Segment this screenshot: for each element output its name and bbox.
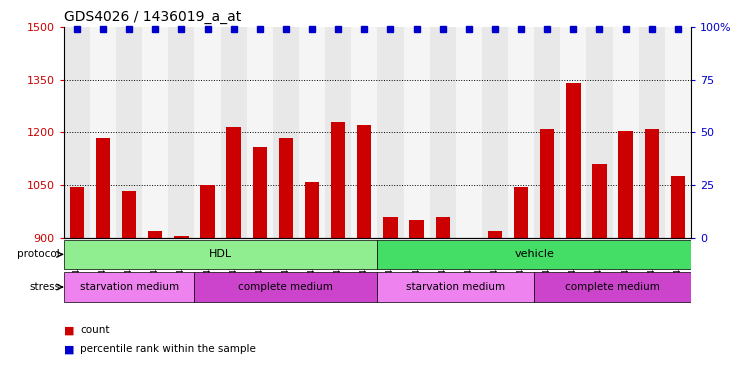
Bar [560, 27, 587, 238]
Text: starvation medium: starvation medium [80, 282, 179, 292]
Bar [540, 129, 554, 384]
Bar [357, 126, 372, 384]
Bar [227, 127, 241, 384]
Text: stress: stress [29, 282, 60, 292]
Bar [378, 27, 403, 238]
Bar [305, 182, 319, 384]
Bar [671, 177, 685, 384]
Bar [593, 164, 607, 384]
Text: starvation medium: starvation medium [406, 282, 505, 292]
Bar [148, 231, 162, 384]
Bar [279, 138, 293, 384]
Text: protocol: protocol [17, 249, 60, 260]
Bar [64, 27, 90, 238]
Text: ■: ■ [64, 325, 74, 335]
Text: complete medium: complete medium [565, 282, 660, 292]
Bar [644, 129, 659, 384]
Text: ■: ■ [64, 344, 74, 354]
Bar [430, 27, 456, 238]
Bar [299, 27, 325, 238]
Bar [122, 190, 137, 384]
Bar [331, 122, 345, 384]
Bar [514, 187, 528, 384]
Bar [618, 131, 633, 384]
Bar [462, 240, 476, 384]
Bar [247, 27, 273, 238]
Bar [409, 220, 424, 384]
Bar [174, 236, 189, 384]
Bar [378, 272, 534, 302]
Bar [142, 27, 168, 238]
Bar [70, 187, 84, 384]
Bar [168, 27, 195, 238]
Bar [96, 138, 110, 384]
Bar [378, 240, 691, 269]
Bar [252, 147, 267, 384]
Bar [195, 272, 378, 302]
Bar [90, 27, 116, 238]
Bar [273, 27, 299, 238]
Bar [351, 27, 378, 238]
Bar [508, 27, 534, 238]
Bar [566, 83, 581, 384]
Text: GDS4026 / 1436019_a_at: GDS4026 / 1436019_a_at [64, 10, 241, 25]
Bar [403, 27, 430, 238]
Bar [64, 272, 195, 302]
Bar [383, 217, 397, 384]
Bar [436, 217, 450, 384]
Bar [613, 27, 638, 238]
Bar [487, 231, 502, 384]
Text: count: count [80, 325, 110, 335]
Bar [325, 27, 351, 238]
Text: complete medium: complete medium [239, 282, 333, 292]
Bar [534, 272, 691, 302]
Bar [195, 27, 221, 238]
Bar [116, 27, 142, 238]
Text: HDL: HDL [209, 249, 232, 260]
Bar [456, 27, 482, 238]
Bar [482, 27, 508, 238]
Bar [638, 27, 665, 238]
Bar [587, 27, 613, 238]
Text: percentile rank within the sample: percentile rank within the sample [80, 344, 256, 354]
Bar [534, 27, 560, 238]
Text: vehicle: vehicle [514, 249, 554, 260]
Bar [201, 185, 215, 384]
Bar [64, 240, 378, 269]
Bar [221, 27, 247, 238]
Bar [665, 27, 691, 238]
